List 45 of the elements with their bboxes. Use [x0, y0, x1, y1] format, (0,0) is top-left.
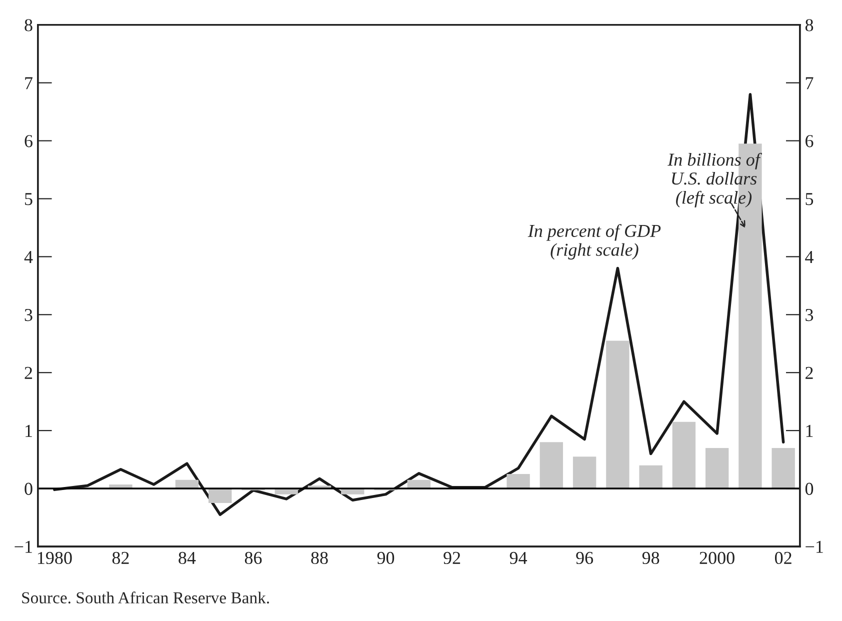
- y-tick-label: 5: [25, 193, 32, 206]
- y-tick-label: 4: [24, 251, 33, 263]
- y-tick-label: 7: [25, 77, 33, 90]
- x-tick-label: 2000: [700, 552, 734, 564]
- y2-tick-label: 3: [806, 308, 814, 322]
- x-tick-label: 96: [576, 552, 594, 564]
- y-tick-label: 8: [24, 19, 32, 32]
- y-tick-label: −1: [14, 540, 32, 553]
- y-tick-label: 0: [24, 482, 32, 495]
- y-tick-label: 2: [24, 366, 32, 379]
- bar: [672, 422, 696, 489]
- x-tick-label: 86: [244, 552, 262, 564]
- x-tick-label: 92: [444, 552, 460, 564]
- y2-tick-label: 2: [806, 366, 813, 379]
- x-tick-label: 98: [642, 552, 660, 564]
- x-tick-label: 02: [774, 552, 792, 564]
- bar: [639, 465, 662, 489]
- annotation: In percent of GDP (right scale): [528, 224, 661, 260]
- y2-tick-label: −1: [806, 540, 823, 553]
- bar: [772, 448, 795, 489]
- line-series: [53, 93, 785, 516]
- bar: [572, 456, 596, 489]
- x-tick-label: 88: [311, 552, 328, 564]
- y2-tick-label: 4: [805, 251, 814, 263]
- source-note: Source. South African Reserve Bank.: [22, 592, 269, 604]
- x-tick-label: 1980: [38, 552, 72, 564]
- y-tick-label: 1: [26, 424, 32, 437]
- bar: [208, 488, 232, 504]
- y-tick-label: 6: [24, 135, 32, 148]
- x-tick-label: 84: [178, 552, 196, 564]
- y2-tick-label: 5: [806, 193, 814, 206]
- y2-tick-label: 7: [806, 77, 814, 90]
- y2-tick-label: 6: [806, 135, 814, 148]
- y2-tick-label: 1: [806, 424, 813, 437]
- x-tick-label: 90: [377, 552, 394, 564]
- x-tick-label: 82: [112, 552, 129, 564]
- x-tick-label: 94: [510, 552, 528, 564]
- annotation: In billions of U.S. dollars (left scale): [668, 152, 762, 208]
- y2-tick-label: 8: [805, 19, 814, 32]
- y-tick-label: 3: [24, 308, 32, 322]
- bar: [506, 474, 530, 489]
- y2-tick-label: 0: [805, 482, 814, 495]
- bar: [705, 448, 729, 489]
- bar: [540, 442, 564, 489]
- bar: [606, 340, 630, 489]
